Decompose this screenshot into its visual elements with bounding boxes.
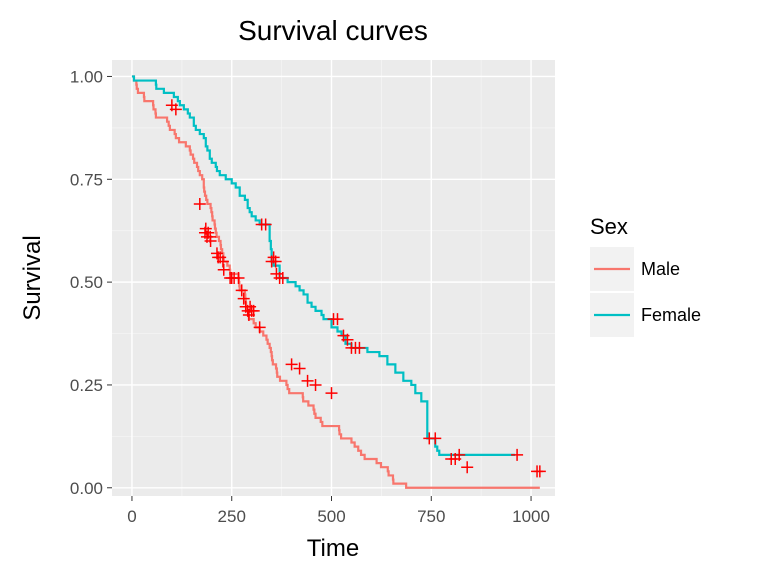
censor-mark-male xyxy=(285,358,298,371)
censor-mark-male xyxy=(325,387,338,400)
censor-mark-female xyxy=(259,218,272,231)
x-tick-label: 0 xyxy=(127,507,136,526)
legend-label-male: Male xyxy=(641,259,680,279)
plot-panel xyxy=(112,60,555,496)
censor-mark-male xyxy=(253,321,266,334)
censor-mark-male xyxy=(309,378,322,391)
censor-mark-male xyxy=(235,284,248,297)
censor-mark-male xyxy=(232,272,245,284)
censor-mark-male xyxy=(461,461,474,474)
censor-mark-male xyxy=(293,362,306,375)
censor-mark-male xyxy=(247,304,260,317)
y-tick-label: 0.75 xyxy=(70,170,103,189)
censor-mark-female xyxy=(331,313,344,326)
y-tick-label: 0.00 xyxy=(70,479,103,498)
legend-label-female: Female xyxy=(641,305,701,325)
x-tick-label: 1000 xyxy=(512,507,550,526)
censor-mark-female xyxy=(429,432,442,445)
censor-mark-male xyxy=(193,197,206,210)
chart-title: Survival curves xyxy=(238,15,428,46)
censor-mark-male xyxy=(216,255,229,268)
censor-mark-female xyxy=(269,255,282,268)
y-tick-label: 0.25 xyxy=(70,376,103,395)
censor-mark-male xyxy=(453,448,466,461)
censor-mark-male xyxy=(511,448,524,461)
censor-mark-female xyxy=(276,272,289,284)
x-tick-label: 250 xyxy=(218,507,246,526)
censor-mark-male xyxy=(217,263,230,276)
censor-mark-male xyxy=(533,465,546,478)
y-tick-label: 0.50 xyxy=(70,273,103,292)
legend-title: Sex xyxy=(590,214,628,239)
y-tick-label: 1.00 xyxy=(70,67,103,86)
censor-layer xyxy=(165,99,546,478)
y-axis-title: Survival xyxy=(19,235,46,320)
x-axis-title: Time xyxy=(307,535,359,562)
censor-mark-male xyxy=(204,234,217,247)
censor-mark-male xyxy=(301,374,314,387)
censor-mark-male xyxy=(169,103,182,116)
censor-mark-female xyxy=(353,341,366,354)
legend: Sex Male Female xyxy=(590,214,701,337)
censor-mark-female xyxy=(341,333,354,346)
censor-mark-male xyxy=(237,292,250,305)
grid-minor xyxy=(112,60,555,496)
x-tick-label: 750 xyxy=(417,507,445,526)
y-axis: 0.00 0.25 0.50 0.75 1.00 xyxy=(70,67,112,498)
series-line-male xyxy=(131,75,540,489)
x-axis: 0 250 500 750 1000 xyxy=(127,496,550,526)
x-tick-label: 500 xyxy=(317,507,345,526)
